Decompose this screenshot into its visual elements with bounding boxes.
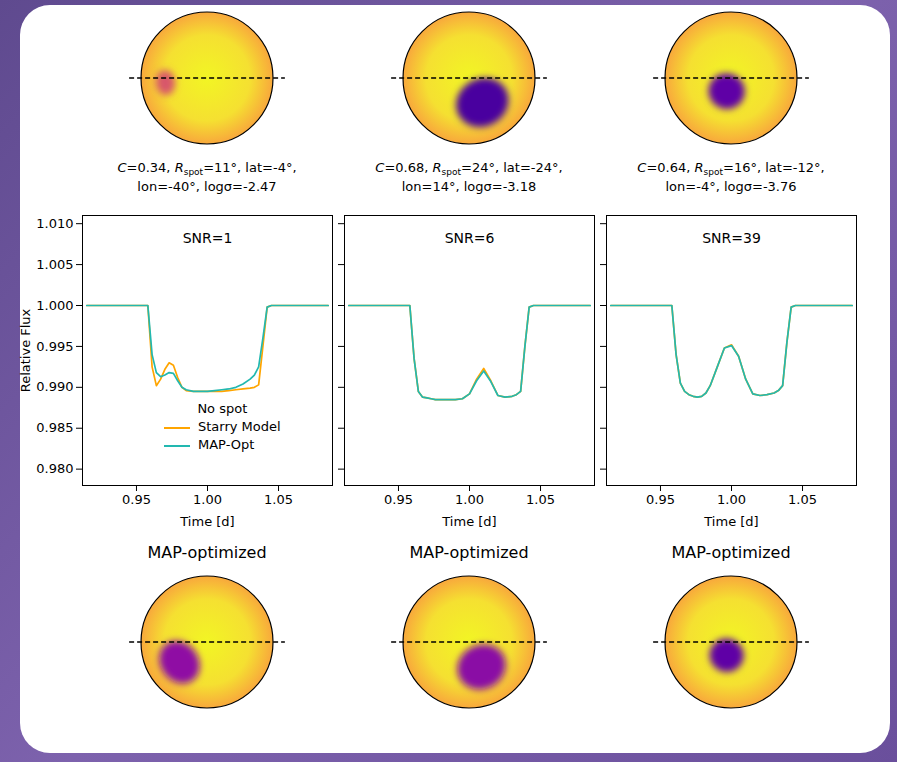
svg-text:0.980: 0.980 <box>36 461 73 476</box>
svg-text:0.95: 0.95 <box>122 492 151 507</box>
svg-text:MAP-optimized: MAP-optimized <box>409 543 528 562</box>
svg-text:lon=-40°, logσ=-2.47: lon=-40°, logσ=-2.47 <box>137 179 276 194</box>
svg-text:lon=-4°, logσ=-3.76: lon=-4°, logσ=-3.76 <box>665 179 796 194</box>
svg-text:1.05: 1.05 <box>264 492 293 507</box>
svg-text:1.005: 1.005 <box>36 257 73 272</box>
svg-text:1.000: 1.000 <box>36 298 73 313</box>
svg-text:1.05: 1.05 <box>788 492 817 507</box>
svg-text:C=0.68, Rspot=24°, lat=-24°,: C=0.68, Rspot=24°, lat=-24°, <box>375 160 562 177</box>
svg-text:SNR=6: SNR=6 <box>445 230 495 246</box>
html-text:MAP-Opt: MAP-Opt <box>198 437 255 452</box>
svg-text:0.990: 0.990 <box>36 379 73 394</box>
svg-text:SNR=1: SNR=1 <box>183 230 233 246</box>
svg-text:1.00: 1.00 <box>717 492 746 507</box>
svg-text:MAP-optimized: MAP-optimized <box>147 543 266 562</box>
svg-text:Time [d]: Time [d] <box>703 514 758 529</box>
svg-text:0.985: 0.985 <box>36 420 73 435</box>
html-text:Starry Model: Starry Model <box>198 419 281 434</box>
svg-text:0.95: 0.95 <box>646 492 675 507</box>
svg-text:MAP-optimized: MAP-optimized <box>671 543 790 562</box>
svg-text:0.95: 0.95 <box>384 492 413 507</box>
html-text:No spot: No spot <box>197 401 248 416</box>
svg-text:C=0.34, Rspot=11°, lat=-4°,: C=0.34, Rspot=11°, lat=-4°, <box>117 160 296 177</box>
svg-text:1.00: 1.00 <box>193 492 222 507</box>
svg-text:C=0.64, Rspot=16°, lat=-12°,: C=0.64, Rspot=16°, lat=-12°, <box>637 160 824 177</box>
svg-text:Relative Flux: Relative Flux <box>18 308 33 392</box>
svg-text:0.995: 0.995 <box>36 339 73 354</box>
svg-text:1.00: 1.00 <box>455 492 484 507</box>
svg-text:Time [d]: Time [d] <box>179 514 234 529</box>
svg-text:1.05: 1.05 <box>526 492 555 507</box>
svg-text:Time [d]: Time [d] <box>441 514 496 529</box>
svg-text:1.010: 1.010 <box>36 216 73 231</box>
svg-text:SNR=39: SNR=39 <box>702 230 761 246</box>
svg-text:lon=14°, logσ=-3.18: lon=14°, logσ=-3.18 <box>402 179 537 194</box>
